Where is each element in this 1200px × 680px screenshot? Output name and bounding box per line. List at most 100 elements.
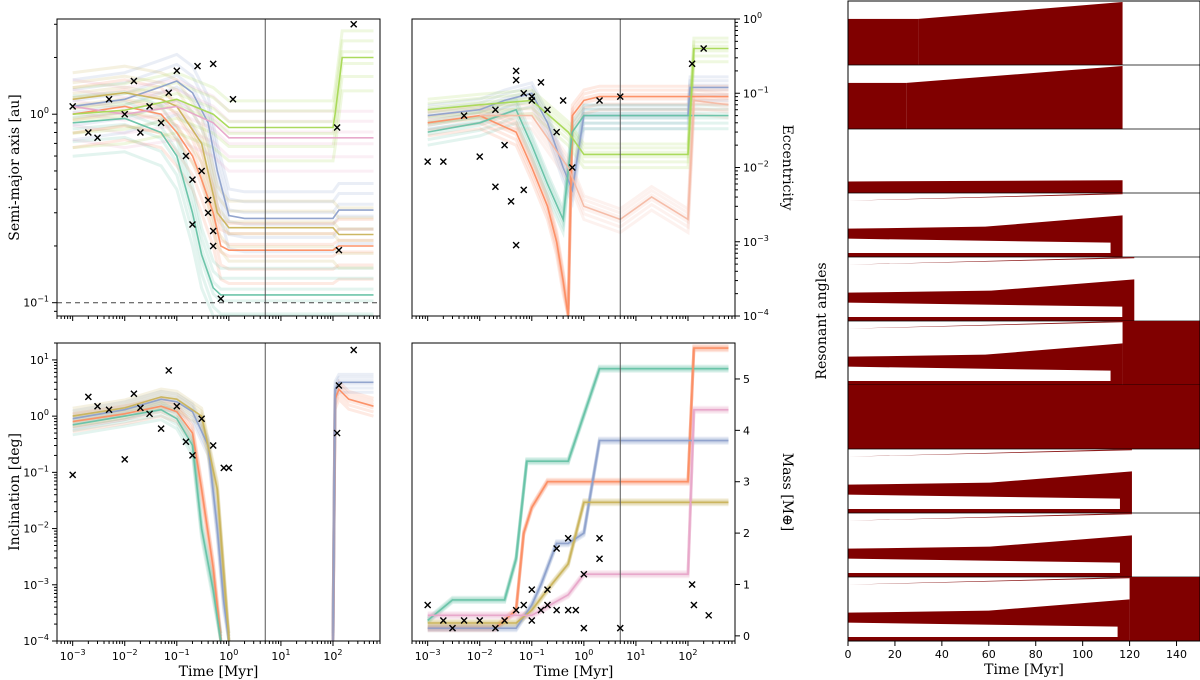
trajectory-orange-spread xyxy=(72,414,223,641)
collision-marker xyxy=(350,20,358,28)
trajectory-olive-spread xyxy=(72,64,374,210)
collision-marker xyxy=(350,346,358,354)
trajectory-late-blue-spread xyxy=(331,379,374,640)
collision-marker xyxy=(335,246,343,254)
trajectory-lightgreen-spread xyxy=(72,75,374,148)
collision-marker xyxy=(559,96,567,104)
x-tick-label: 10−2 xyxy=(112,648,138,663)
trajectory-blue-spread xyxy=(72,112,374,254)
libration-envelope-upper xyxy=(848,449,1132,457)
resonant-angle-strip xyxy=(848,2,1200,66)
collision-marker xyxy=(84,128,92,136)
collision-marker xyxy=(173,67,181,75)
trajectory-olive-spread xyxy=(72,390,231,637)
collision-marker xyxy=(173,402,181,410)
x-tick-label: 10−2 xyxy=(467,648,493,663)
libration-envelope-upper xyxy=(848,257,1135,265)
x-tick-label: 10−1 xyxy=(164,648,190,663)
semimajor-panel: 100 10−1 Semi-major axis [au] xyxy=(7,18,381,321)
collision-marker xyxy=(333,124,341,132)
collision-marker xyxy=(491,624,499,632)
y-axis-label: Eccentricity xyxy=(779,125,795,211)
collision-marker xyxy=(333,429,341,437)
x-tick-label-linear: 120 xyxy=(1119,648,1140,661)
collision-marker xyxy=(537,606,545,614)
trajectory-olive-spread xyxy=(72,97,374,242)
trajectory-green-spread xyxy=(72,413,223,641)
x-tick-label: 10−3 xyxy=(60,648,86,663)
series-pink-line xyxy=(427,408,729,617)
y-tick-label: 10−3 xyxy=(743,234,769,249)
y-tick-label: 10−3 xyxy=(23,577,49,592)
trajectory-blue-spread xyxy=(72,52,374,194)
x-tick-label-linear: 140 xyxy=(1166,648,1187,661)
collision-marker xyxy=(69,471,77,479)
y-tick-label: 10−1 xyxy=(23,464,49,479)
collision-marker xyxy=(94,402,102,410)
x-tick-label-linear: 100 xyxy=(1072,648,1093,661)
mass-plot-area xyxy=(424,343,729,641)
x-tick-label: 100 xyxy=(574,648,593,663)
collision-marker xyxy=(439,616,447,624)
x-tick-label: 10−3 xyxy=(415,648,441,663)
x-tick-label-linear: 80 xyxy=(1029,648,1043,661)
y-tick-label: 10−1 xyxy=(743,85,769,100)
y-axis-label: Mass [M⊕] xyxy=(779,453,795,532)
resonant-angle-strip xyxy=(848,66,1200,130)
resonant-angle-strip xyxy=(848,193,1200,258)
circulating-after-fill xyxy=(1129,577,1200,641)
eccentricity-panel: 100 10−1 10−2 10−3 10−4 Eccentricity xyxy=(411,11,795,323)
trajectory-green-spread xyxy=(72,403,223,637)
x-axis-label: Time [Myr] xyxy=(179,664,259,680)
trajectory-green-spread xyxy=(72,90,374,270)
trajectory-lightgreen-spread xyxy=(72,39,374,113)
series-orange-line xyxy=(72,405,222,641)
collision-marker xyxy=(182,438,190,446)
collision-marker xyxy=(84,393,92,401)
resonant-angle-strip xyxy=(848,385,1200,450)
trajectory-orange-spread xyxy=(72,78,374,226)
trajectory-orange-spread xyxy=(72,110,374,258)
trajectory-pink-spread xyxy=(72,110,374,146)
collision-marker xyxy=(209,242,217,250)
collision-marker xyxy=(188,220,196,228)
trajectory-green-spread xyxy=(72,135,374,316)
trajectory-orange-spread xyxy=(427,88,729,310)
trajectory-blue-spread xyxy=(427,441,729,633)
collision-marker xyxy=(105,95,113,103)
y-tick-label: 5 xyxy=(743,373,750,386)
x-tick-label-linear: 40 xyxy=(935,648,949,661)
collision-marker xyxy=(121,110,129,118)
x-axis-label: Time [Myr] xyxy=(984,662,1064,678)
collision-marker xyxy=(543,586,551,594)
collision-marker xyxy=(688,60,696,68)
series-orange-line xyxy=(72,105,374,251)
collision-marker xyxy=(165,366,173,374)
y-axis-label: Resonant angles xyxy=(814,262,830,379)
collision-marker xyxy=(564,534,572,542)
collision-marker xyxy=(146,102,154,110)
libration-envelope-upper xyxy=(848,193,1123,201)
y-tick-label: 2 xyxy=(743,527,750,540)
trajectory-green-spread xyxy=(72,418,223,641)
circulating-after-fill xyxy=(1122,321,1200,385)
collision-marker xyxy=(157,119,165,127)
trajectory-blue-spread xyxy=(72,98,374,239)
collision-marker xyxy=(130,77,138,85)
collision-marker xyxy=(572,606,580,614)
collision-marker xyxy=(501,616,509,624)
x-tick-label: 102 xyxy=(323,648,342,663)
trajectory-pink-spread xyxy=(72,88,374,123)
collision-marker xyxy=(229,95,237,103)
collision-marker xyxy=(512,606,520,614)
collision-marker xyxy=(512,241,520,249)
y-tick-label: 101 xyxy=(30,352,49,367)
collision-marker xyxy=(616,624,624,632)
resonant-angle-strip xyxy=(848,180,1200,194)
collision-marker xyxy=(136,128,144,136)
y-tick-label: 10−2 xyxy=(743,160,769,175)
trajectory-late-blue-spread xyxy=(331,390,374,641)
series-green-line xyxy=(72,408,222,641)
trajectory-orange-spread xyxy=(427,108,729,316)
